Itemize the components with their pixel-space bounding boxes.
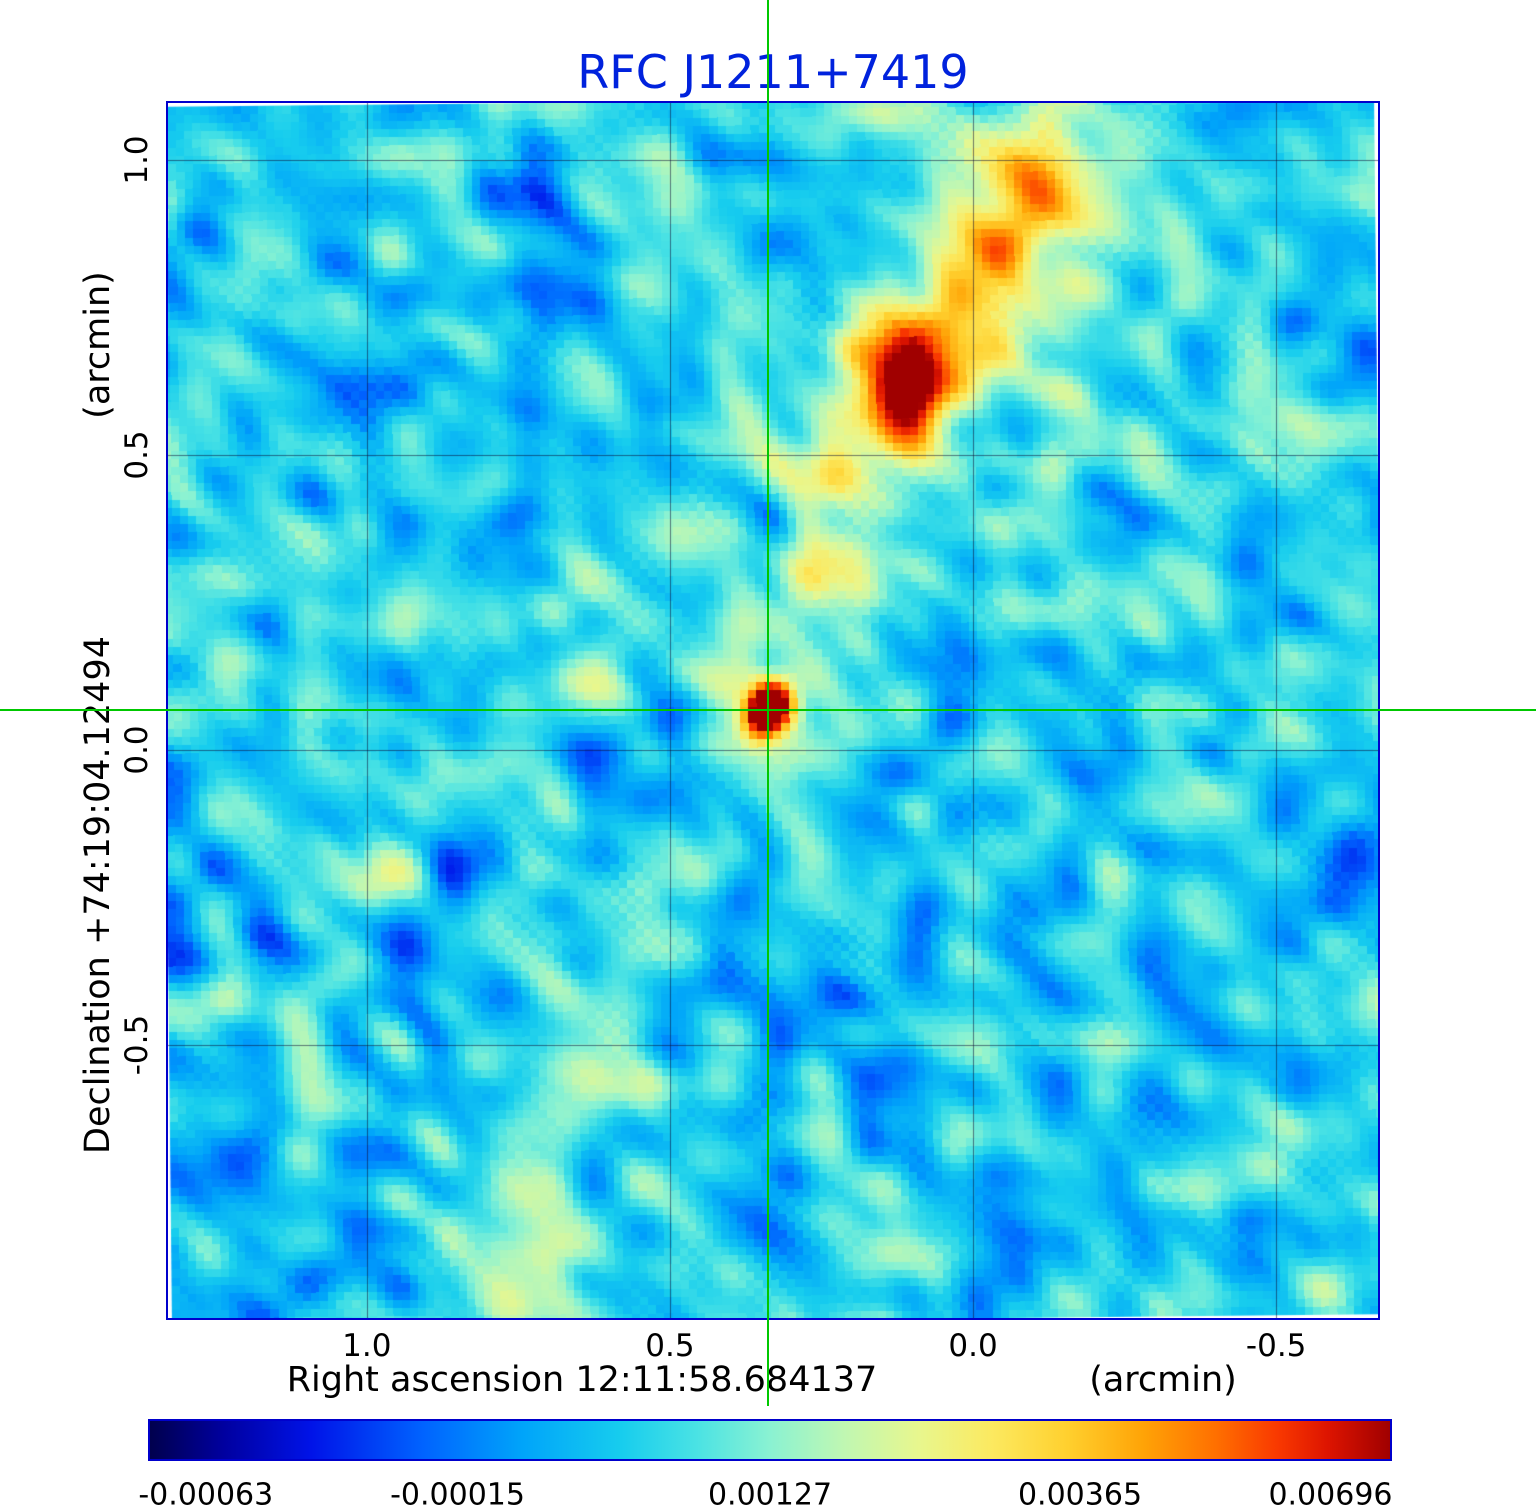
- y-tick-label: 0.5: [119, 430, 155, 480]
- crosshair-horizontal-line: [0, 708, 1536, 711]
- colorbar-tick-label: 0.00127: [707, 1477, 833, 1511]
- colorbar-tick-label: 0.00365: [1017, 1477, 1143, 1511]
- colorbar-tick-label: -0.00015: [390, 1477, 525, 1511]
- figure-title: RFC J1211+7419: [577, 45, 969, 99]
- colorbar-tick-label: -0.00063: [138, 1477, 274, 1511]
- x-tick-label: 0.5: [645, 1328, 695, 1364]
- colorbar: [148, 1419, 1392, 1461]
- colorbar-tick-label: 0.00696: [1268, 1477, 1393, 1511]
- y-tick-label: -0.5: [119, 1014, 155, 1076]
- y-tick-label: 1.0: [119, 134, 155, 185]
- y-axis-label: Declination +74:19:04.12494: [78, 636, 118, 1154]
- x-tick-label: 0.0: [948, 1328, 998, 1364]
- x-axis-unit-label: (arcmin): [1089, 1360, 1237, 1400]
- x-tick-label: -0.5: [1245, 1328, 1307, 1364]
- y-axis-unit-label: (arcmin): [78, 271, 118, 419]
- x-tick-label: 1.0: [342, 1328, 392, 1364]
- y-tick-label: 0.0: [119, 725, 155, 775]
- crosshair-vertical-line: [767, 0, 770, 1406]
- x-axis-label: Right ascension 12:11:58.684137: [286, 1360, 878, 1400]
